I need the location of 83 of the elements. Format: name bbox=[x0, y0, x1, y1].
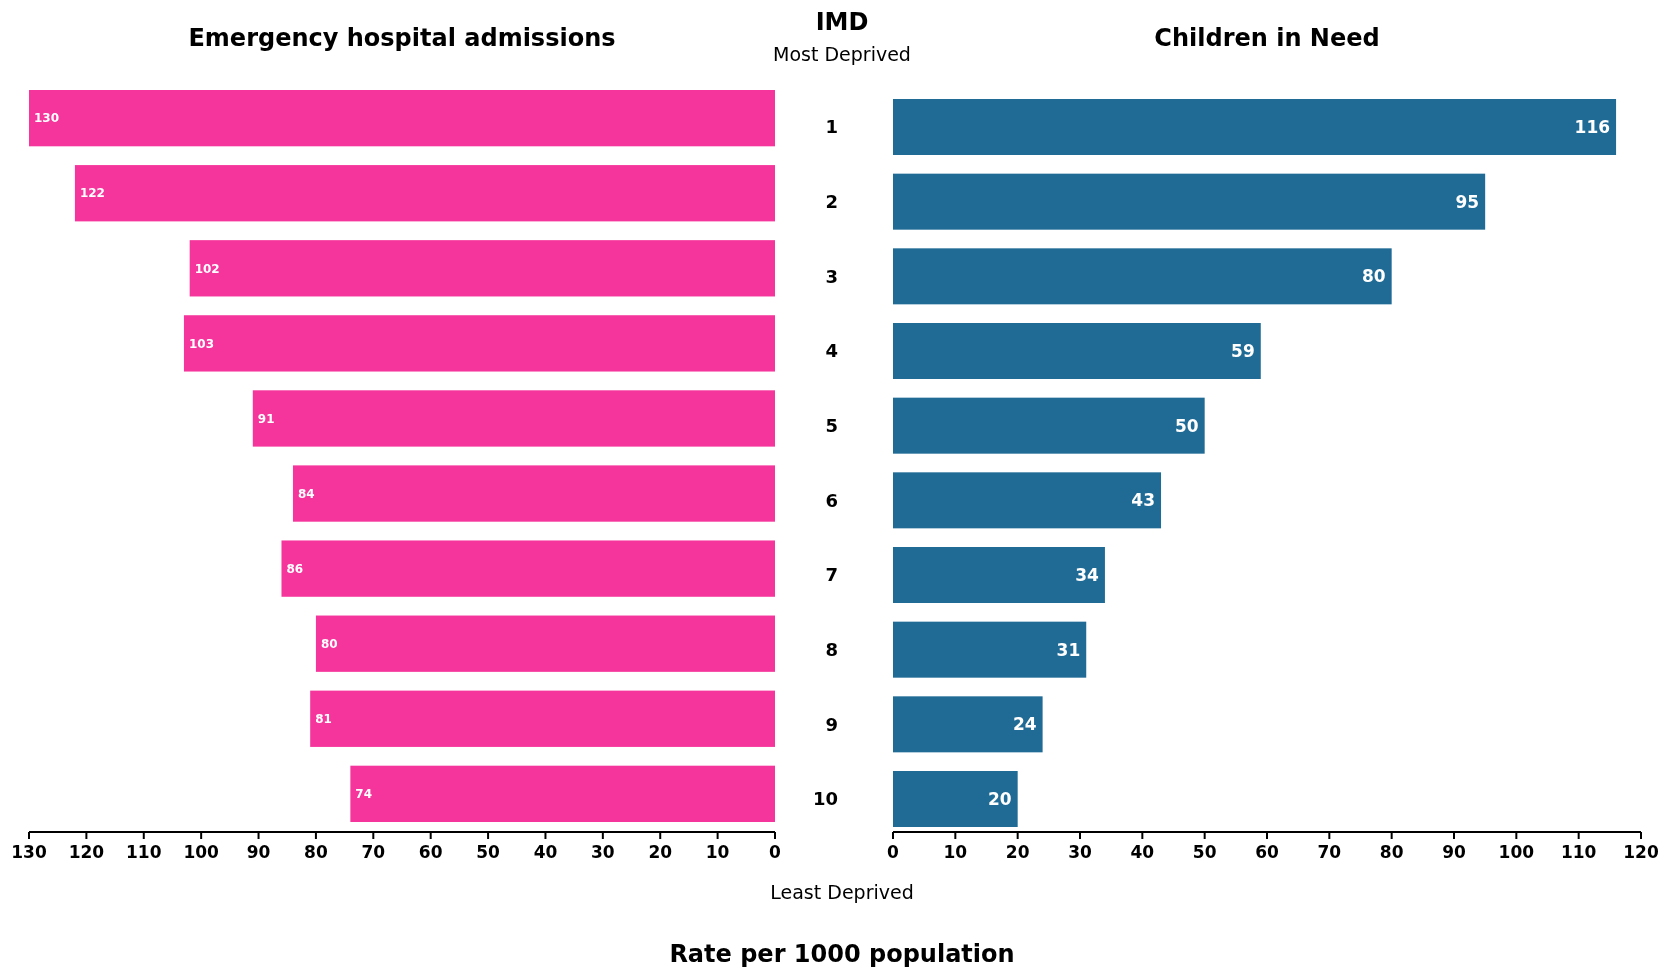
x-tick-label: 10 bbox=[943, 842, 968, 862]
bar bbox=[893, 547, 1105, 603]
x-tick-label: 90 bbox=[246, 842, 271, 862]
chart-title: Children in Need bbox=[1154, 24, 1380, 52]
x-tick-label: 10 bbox=[705, 842, 730, 862]
bar bbox=[893, 621, 1087, 678]
data-label: 24 bbox=[1012, 714, 1037, 735]
data-label: 59 bbox=[1231, 340, 1255, 361]
x-tick-label: 30 bbox=[1068, 842, 1092, 862]
data-label: 130 bbox=[34, 111, 60, 126]
bar bbox=[893, 397, 1205, 454]
y-tick-label: 1 bbox=[825, 116, 838, 138]
y-tick-label: 7 bbox=[825, 564, 838, 586]
x-tick-label: 50 bbox=[1192, 842, 1217, 862]
text: Most Deprived bbox=[773, 43, 911, 65]
x-tick-label: 80 bbox=[1379, 842, 1404, 862]
data-label: 20 bbox=[987, 788, 1012, 809]
bar bbox=[252, 390, 775, 447]
bar bbox=[893, 696, 1043, 753]
y-axis-title: IMD bbox=[815, 8, 869, 36]
x-tick-label: 100 bbox=[183, 842, 220, 862]
x-tick-label: 90 bbox=[1442, 842, 1466, 862]
data-label: 80 bbox=[1361, 266, 1386, 287]
x-tick-label: 100 bbox=[1498, 842, 1535, 862]
data-label: 80 bbox=[320, 636, 338, 651]
x-tick-label: 80 bbox=[304, 842, 328, 862]
x-axis-title: Rate per 1000 population bbox=[669, 940, 1015, 968]
data-label: 95 bbox=[1455, 191, 1480, 212]
y-tick-label: 8 bbox=[825, 638, 838, 660]
bar bbox=[74, 165, 775, 222]
x-tick-label: 110 bbox=[126, 842, 162, 862]
data-label: 50 bbox=[1174, 415, 1199, 436]
x-tick-label: 70 bbox=[361, 842, 386, 862]
data-label: 86 bbox=[286, 561, 304, 576]
bar bbox=[893, 173, 1486, 230]
data-label: 81 bbox=[315, 711, 332, 726]
data-label: 102 bbox=[194, 261, 220, 276]
data-label: 34 bbox=[1075, 564, 1100, 585]
bar bbox=[893, 99, 1617, 155]
y-tick-label: 4 bbox=[825, 340, 838, 362]
data-label: 74 bbox=[355, 787, 373, 802]
data-label: 43 bbox=[1131, 490, 1156, 511]
bar bbox=[281, 540, 775, 597]
x-tick-label: 110 bbox=[1560, 842, 1597, 862]
x-tick-label: 120 bbox=[1623, 842, 1659, 862]
bar bbox=[183, 315, 775, 372]
x-tick-label: 0 bbox=[769, 842, 782, 862]
data-label: 122 bbox=[79, 186, 105, 201]
x-tick-label: 60 bbox=[418, 842, 443, 862]
data-label: 91 bbox=[257, 411, 275, 426]
bar bbox=[310, 690, 775, 747]
bar bbox=[292, 465, 775, 522]
data-label: 103 bbox=[188, 336, 214, 351]
bar bbox=[29, 90, 775, 147]
y-tick-label: 9 bbox=[825, 713, 838, 735]
data-label: 31 bbox=[1056, 639, 1081, 660]
text: Least Deprived bbox=[770, 881, 914, 903]
x-tick-label: 70 bbox=[1317, 842, 1342, 862]
bar bbox=[350, 765, 775, 822]
x-tick-label: 40 bbox=[533, 842, 558, 862]
chart-title: Emergency hospital admissions bbox=[188, 24, 616, 52]
x-tick-label: 130 bbox=[11, 842, 47, 862]
bar bbox=[893, 771, 1018, 827]
bar bbox=[315, 615, 775, 672]
bar bbox=[893, 472, 1162, 529]
x-tick-label: 0 bbox=[887, 842, 900, 862]
x-tick-label: 30 bbox=[591, 842, 615, 862]
bar bbox=[893, 323, 1261, 379]
x-tick-label: 20 bbox=[1005, 842, 1030, 862]
x-tick-label: 50 bbox=[476, 842, 501, 862]
bar bbox=[893, 248, 1392, 305]
y-tick-label: 2 bbox=[825, 190, 838, 212]
bar bbox=[189, 240, 775, 297]
x-tick-label: 120 bbox=[68, 842, 105, 862]
x-tick-label: 20 bbox=[648, 842, 673, 862]
data-label: 84 bbox=[297, 486, 315, 501]
data-label: 116 bbox=[1574, 116, 1611, 137]
y-tick-label: 10 bbox=[812, 788, 838, 810]
y-tick-label: 3 bbox=[825, 265, 838, 287]
y-tick-label: 5 bbox=[825, 414, 838, 436]
x-tick-label: 60 bbox=[1255, 842, 1279, 862]
y-tick-label: 6 bbox=[825, 489, 838, 511]
x-tick-label: 40 bbox=[1130, 842, 1155, 862]
